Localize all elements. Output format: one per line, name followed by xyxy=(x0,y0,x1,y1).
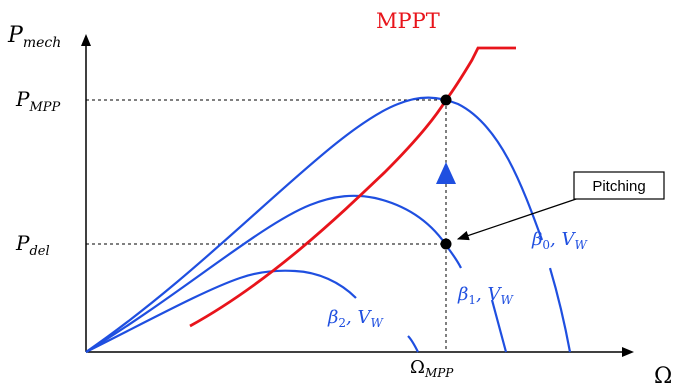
omega-mpp-tick-label: ΩMPP xyxy=(410,357,454,380)
beta2-power-curve xyxy=(85,269,357,353)
beta0-power-curve-tail xyxy=(548,267,572,353)
mpp-operating-point xyxy=(440,94,452,106)
pitching-callout-box xyxy=(573,171,665,200)
pitching-callout-label: Pitching xyxy=(592,178,645,195)
mppt-curve xyxy=(189,46,516,328)
beta1-power-curve-tail xyxy=(490,299,508,353)
beta2-curve-label: β2, VW xyxy=(327,307,385,330)
x-axis-arrow-icon xyxy=(622,347,634,357)
mppt-label: MPPT xyxy=(376,9,440,33)
pitching-callout-arrow xyxy=(456,195,586,241)
beta2-power-curve-tail xyxy=(407,335,419,353)
beta1-power-curve xyxy=(85,194,462,353)
p-del-tick-label: Pdel xyxy=(15,231,50,259)
pitch-direction-triangle-icon xyxy=(436,162,456,184)
y-axis-arrow-icon xyxy=(81,34,91,46)
p-mpp-tick-label: PMPP xyxy=(15,87,61,115)
pdel-operating-point xyxy=(440,238,452,250)
beta0-power-curve xyxy=(85,96,544,353)
x-axis-label: Ω xyxy=(654,364,672,384)
beta0-curve-label: β0, VW xyxy=(531,229,589,252)
beta1-curve-label: β1, VW xyxy=(457,284,515,307)
y-axis-label: Pmech xyxy=(7,23,61,51)
